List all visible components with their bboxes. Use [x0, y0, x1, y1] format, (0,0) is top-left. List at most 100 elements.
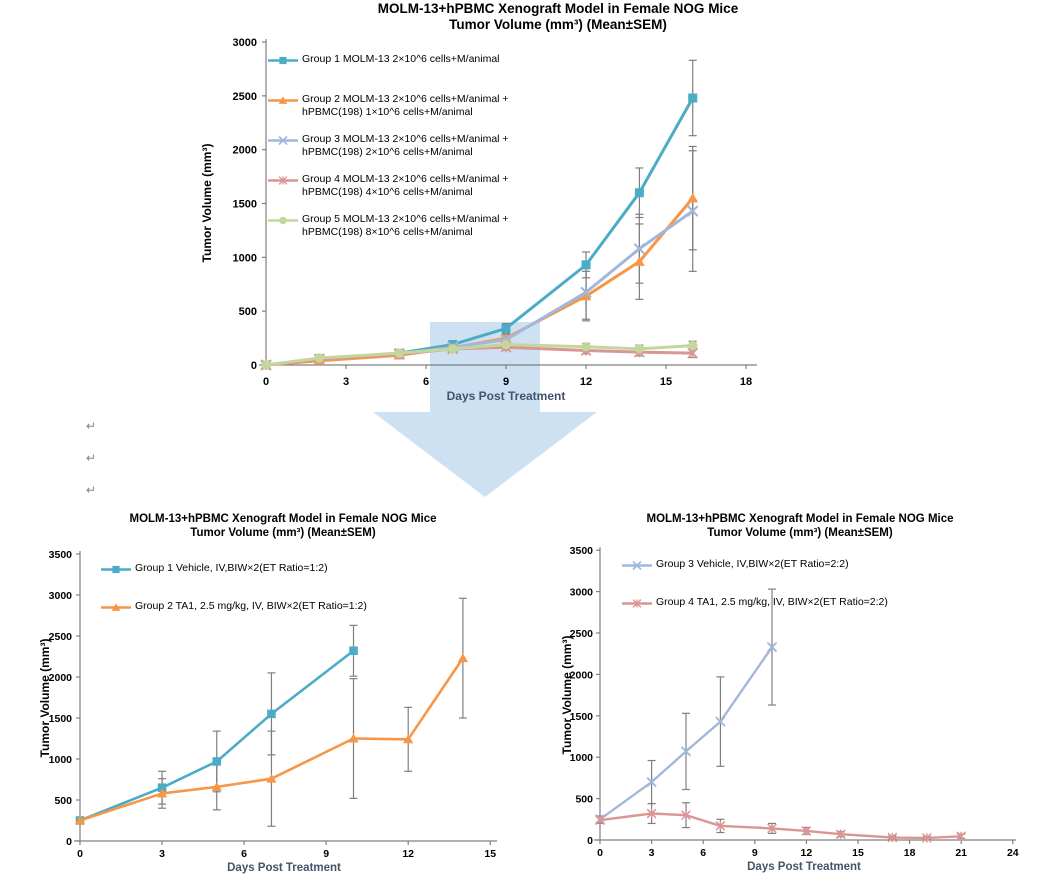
- svg-text:3: 3: [159, 848, 165, 860]
- legend-entry-group-2: Group 2 MOLM-13 2×10^6 cells+M/animal + …: [268, 93, 568, 133]
- svg-text:1500: 1500: [233, 199, 257, 211]
- svg-text:1500: 1500: [570, 711, 594, 723]
- chart-bottom_right-axes: [594, 547, 1016, 844]
- bottom-left-chart-legend: Group 1 Vehicle, IV,BIW×2(ET Ratio=1:2) G…: [101, 562, 441, 638]
- svg-text:15: 15: [660, 376, 672, 388]
- svg-text:0: 0: [251, 360, 257, 372]
- svg-text:0: 0: [263, 376, 269, 388]
- legend-marker-asterisk-icon: [268, 176, 298, 185]
- svg-text:1000: 1000: [49, 754, 73, 766]
- top-chart-x-axis-label: Days Post Treatment: [446, 389, 566, 403]
- svg-text:0: 0: [587, 835, 593, 847]
- chart-bottom_left: 0 500 1000 1500 2000 2500 3000 3500 0 3 6 9 12 15: [49, 549, 497, 860]
- svg-text:3: 3: [343, 376, 349, 388]
- legend-entry-group-4: Group 4 MOLM-13 2×10^6 cells+M/animal + …: [268, 173, 568, 213]
- chart-bottom_right-tick-labels: 0 500 1000 1500 2000 2500 3000 3500 0 3 6 9 12 15 18 21…: [570, 545, 1019, 859]
- bottom-right-chart-x-axis-label: Days Post Treatment: [747, 861, 861, 873]
- legend-label: Group 3 Vehicle, IV,BIW×2(ET Ratio=2:2): [656, 558, 849, 570]
- legend-entry-group-1: Group 1 Vehicle, IV,BIW×2(ET Ratio=1:2): [101, 562, 441, 600]
- svg-text:1000: 1000: [233, 252, 257, 264]
- svg-text:500: 500: [575, 794, 593, 806]
- svg-text:3500: 3500: [570, 545, 594, 557]
- legend-label: Group 1 MOLM-13 2×10^6 cells+M/animal: [302, 53, 500, 65]
- svg-text:2500: 2500: [233, 91, 257, 103]
- legend-entry-group-3: Group 3 MOLM-13 2×10^6 cells+M/animal + …: [268, 133, 568, 173]
- legend-entry-group-1: Group 3 Vehicle, IV,BIW×2(ET Ratio=2:2): [622, 558, 962, 596]
- top-chart-legend: Group 1 MOLM-13 2×10^6 cells+M/animal Gro…: [268, 53, 568, 253]
- svg-text:2000: 2000: [233, 145, 257, 157]
- down-arrow-shape: [373, 322, 597, 497]
- bottom-right-chart-legend: Group 3 Vehicle, IV,BIW×2(ET Ratio=2:2) G…: [622, 558, 962, 634]
- legend-marker-x-icon: [622, 561, 652, 570]
- svg-text:0: 0: [66, 836, 72, 848]
- svg-text:15: 15: [484, 848, 496, 860]
- legend-label: Group 5 MOLM-13 2×10^6 cells+M/animal + …: [302, 213, 509, 238]
- svg-text:12: 12: [402, 848, 414, 860]
- svg-text:1500: 1500: [49, 713, 73, 725]
- top-chart-y-axis-label: Tumor Volume (mm³): [200, 143, 214, 263]
- legend-marker-triangle-icon: [101, 603, 131, 611]
- legend-label: Group 3 MOLM-13 2×10^6 cells+M/animal + …: [302, 133, 509, 158]
- legend-label: Group 2 TA1, 2.5 mg/kg, IV, BIW×2(ET Rat…: [135, 600, 367, 612]
- svg-text:0: 0: [597, 847, 603, 859]
- svg-text:2500: 2500: [49, 631, 73, 643]
- legend-label: Group 4 TA1, 2.5 mg/kg, IV, BIW×2(ET Rat…: [656, 596, 888, 608]
- bottom-right-chart-title-line2: Tumor Volume (mm³) (Mean±SEM): [707, 527, 893, 539]
- chart-bottom_right-series-2: [595, 808, 966, 843]
- svg-text:12: 12: [580, 376, 592, 388]
- bottom-right-chart-y-axis-label: Tumor Volume (mm³): [560, 635, 574, 755]
- chart-bottom_left-series-2: [74, 653, 469, 825]
- bottom-left-chart-x-axis-label: Days Post Treatment: [227, 862, 341, 874]
- bottom-left-chart-title-line2: Tumor Volume (mm³) (Mean±SEM): [190, 527, 376, 539]
- legend-entry-group-1: Group 1 MOLM-13 2×10^6 cells+M/animal: [268, 53, 568, 93]
- chart-top: 0 500 1000 1500 2000 2500 3000 0 3 6 9 12 15 18: [233, 37, 757, 388]
- chart-top-axes: [259, 39, 757, 369]
- legend-label: Group 1 Vehicle, IV,BIW×2(ET Ratio=1:2): [135, 562, 328, 574]
- svg-text:6: 6: [423, 376, 429, 388]
- top-chart-title-line2: Tumor Volume (mm³) (Mean±SEM): [449, 17, 667, 32]
- top-chart-title: MOLM-13+hPBMC Xenograft Model in Female …: [298, 1, 818, 33]
- chart-bottom_left-axes: [74, 551, 497, 845]
- svg-text:3000: 3000: [570, 587, 594, 599]
- svg-text:1000: 1000: [570, 752, 594, 764]
- bottom-right-chart-title: MOLM-13+hPBMC Xenograft Model in Female …: [590, 512, 1010, 540]
- chart-top-tick-labels: 0 500 1000 1500 2000 2500 3000 0 3 6 9 12 15 18: [233, 37, 753, 388]
- svg-text:2000: 2000: [570, 669, 594, 681]
- legend-marker-x-icon: [268, 136, 298, 145]
- bottom-left-chart-y-axis-label: Tumor Volume (mm³): [38, 638, 52, 758]
- paragraph-return-mark: ↵: [86, 483, 97, 497]
- bottom-right-chart-title-line1: MOLM-13+hPBMC Xenograft Model in Female …: [646, 513, 954, 525]
- legend-label: Group 4 MOLM-13 2×10^6 cells+M/animal + …: [302, 173, 509, 198]
- svg-text:3000: 3000: [233, 37, 257, 49]
- chart-bottom_right: 0 500 1000 1500 2000 2500 3000 3500 0 3 6 9 12 15 18 21…: [570, 545, 1019, 859]
- svg-text:9: 9: [752, 847, 758, 859]
- legend-marker-circle-icon: [268, 216, 298, 225]
- chart-bottom_left-tick-labels: 0 500 1000 1500 2000 2500 3000 3500 0 3 6 9 12 15: [49, 549, 497, 860]
- svg-text:9: 9: [503, 376, 509, 388]
- svg-text:24: 24: [1007, 847, 1019, 859]
- legend-entry-group-2: Group 4 TA1, 2.5 mg/kg, IV, BIW×2(ET Rat…: [622, 596, 962, 634]
- svg-text:12: 12: [801, 847, 813, 859]
- legend-label: Group 2 MOLM-13 2×10^6 cells+M/animal + …: [302, 93, 509, 118]
- svg-text:500: 500: [54, 795, 72, 807]
- svg-text:6: 6: [241, 848, 247, 860]
- svg-text:3500: 3500: [49, 549, 73, 561]
- legend-marker-square-icon: [268, 56, 298, 65]
- legend-entry-group-5: Group 5 MOLM-13 2×10^6 cells+M/animal + …: [268, 213, 568, 253]
- svg-text:9: 9: [323, 848, 329, 860]
- bottom-left-chart-title-line1: MOLM-13+hPBMC Xenograft Model in Female …: [129, 513, 437, 525]
- top-chart-title-line1: MOLM-13+hPBMC Xenograft Model in Female …: [377, 1, 739, 16]
- paragraph-return-mark: ↵: [86, 419, 97, 433]
- svg-text:0: 0: [77, 848, 83, 860]
- legend-marker-asterisk-icon: [622, 599, 652, 608]
- svg-text:500: 500: [239, 306, 257, 318]
- legend-marker-square-icon: [101, 565, 131, 574]
- legend-entry-group-2: Group 2 TA1, 2.5 mg/kg, IV, BIW×2(ET Rat…: [101, 600, 441, 638]
- svg-text:15: 15: [852, 847, 864, 859]
- svg-text:21: 21: [955, 847, 967, 859]
- svg-text:18: 18: [740, 376, 752, 388]
- svg-text:18: 18: [904, 847, 916, 859]
